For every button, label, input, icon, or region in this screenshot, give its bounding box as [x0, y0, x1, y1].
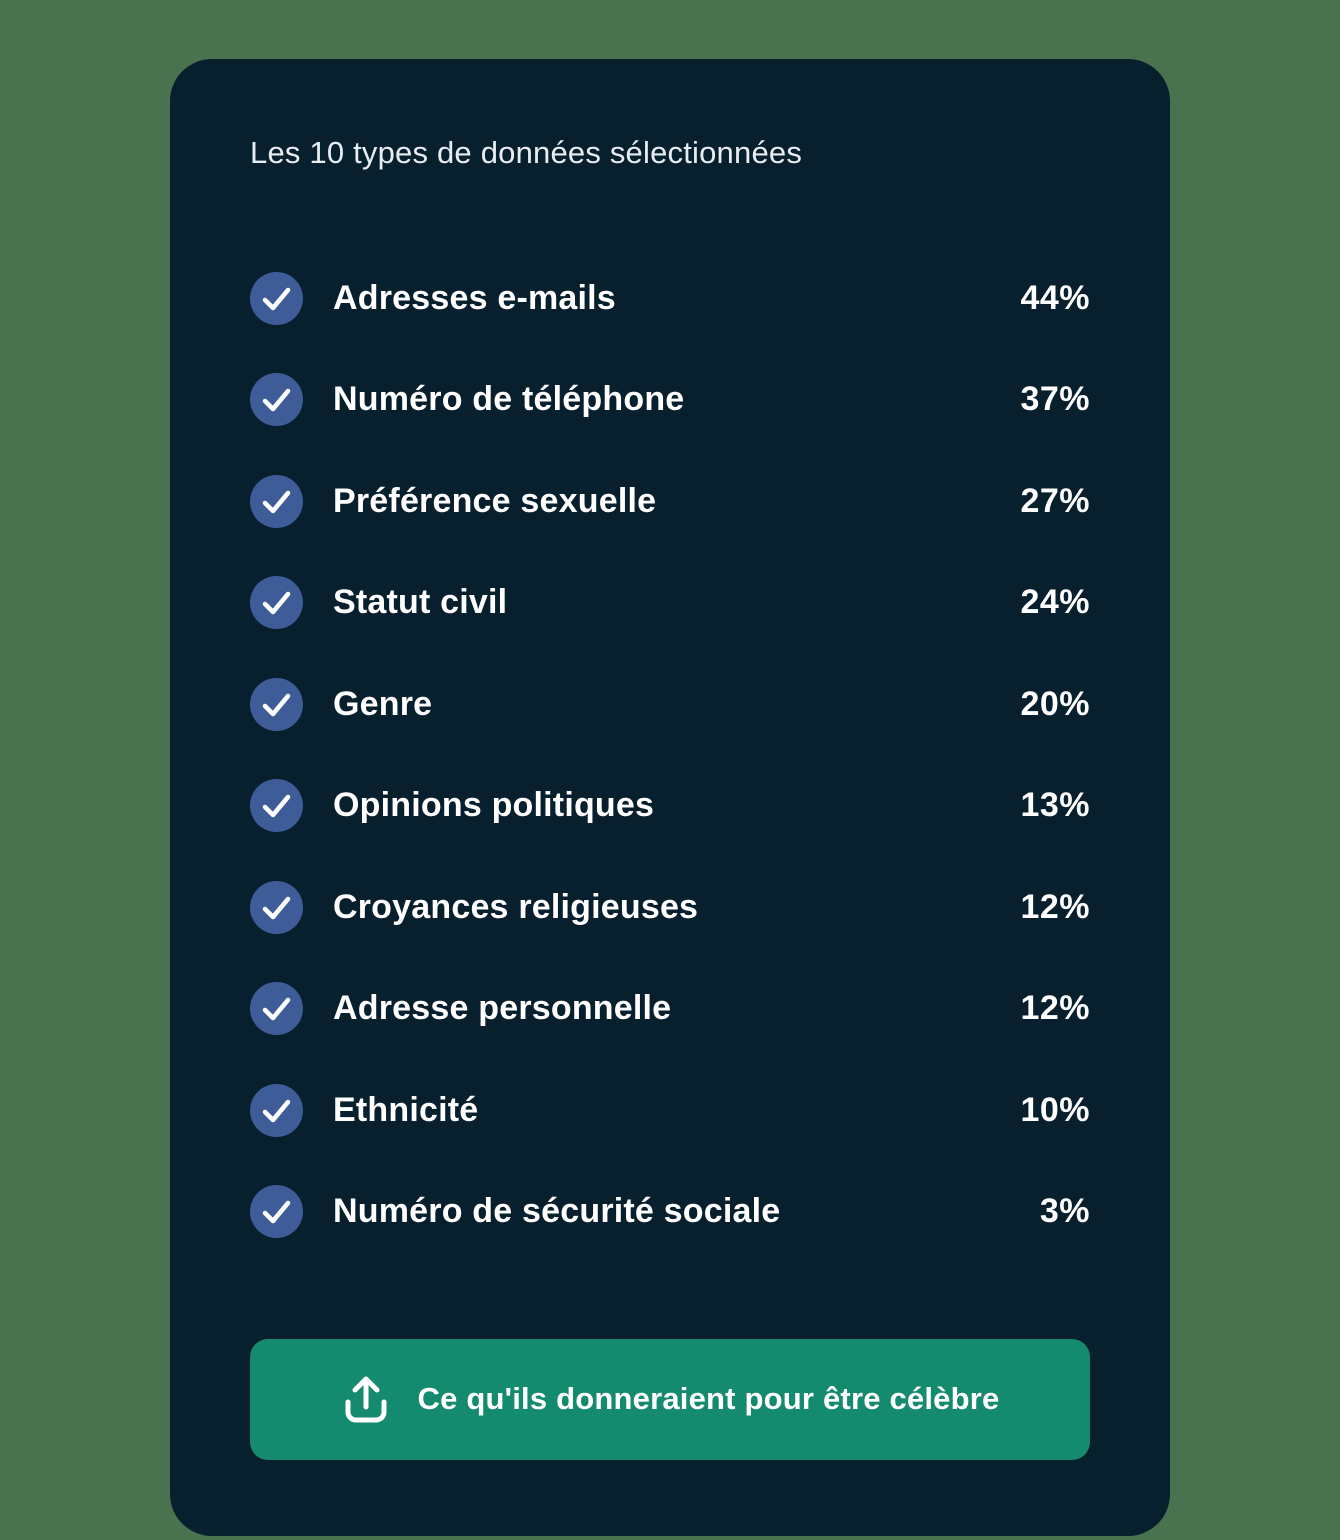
item-label: Adresse personnelle [333, 989, 672, 1027]
share-button-label: Ce qu'ils donneraient pour être célèbre [417, 1381, 1000, 1416]
checkbox-checked-icon[interactable] [250, 373, 303, 426]
item-label: Croyances religieuses [333, 887, 699, 926]
checkbox-checked-icon[interactable] [250, 474, 303, 528]
item-label: Préférence sexuelle [333, 481, 657, 520]
checkbox-checked-icon[interactable] [250, 576, 303, 629]
item-label: Genre [333, 684, 433, 723]
item-label: Opinions politiques [333, 786, 655, 824]
card-title: Les 10 types de données sélectionnées [250, 135, 803, 170]
list-item: Adresse personnelle 12% [250, 982, 1090, 1035]
list-item: Statut civil 24% [250, 576, 1090, 629]
item-value: 20% [1020, 684, 1090, 723]
item-value: 13% [1020, 786, 1090, 824]
list-item: Opinions politiques 13% [250, 779, 1090, 832]
list-item: Ethnicité 10% [250, 1083, 1090, 1137]
checkbox-checked-icon[interactable] [250, 982, 303, 1035]
checkbox-checked-icon[interactable] [250, 779, 303, 832]
item-label: Statut civil [333, 583, 508, 621]
share-button[interactable]: Ce qu'ils donneraient pour être célèbre [250, 1338, 1090, 1460]
upload-icon [341, 1373, 391, 1425]
checkbox-checked-icon[interactable] [250, 1185, 303, 1238]
list-item: Adresses e-mails 44% [250, 271, 1090, 325]
item-value: 37% [1020, 380, 1090, 418]
item-label: Numéro de sécurité sociale [333, 1192, 781, 1230]
data-types-card: Les 10 types de données sélectionnées Ad… [170, 59, 1170, 1536]
item-value: 12% [1020, 887, 1090, 926]
item-label: Ethnicité [333, 1090, 479, 1129]
checkbox-checked-icon[interactable] [250, 1083, 303, 1137]
item-label: Numéro de téléphone [333, 380, 685, 418]
checkbox-checked-icon[interactable] [250, 271, 303, 325]
item-value: 3% [1039, 1192, 1090, 1230]
item-value: 12% [1020, 989, 1090, 1027]
item-value: 27% [1020, 481, 1090, 520]
list-item: Numéro de sécurité sociale 3% [250, 1185, 1090, 1238]
list-item: Genre 20% [250, 677, 1090, 731]
list-item: Préférence sexuelle 27% [250, 474, 1090, 528]
item-value: 24% [1020, 583, 1090, 621]
item-label: Adresses e-mails [333, 278, 616, 317]
item-value: 44% [1020, 278, 1090, 317]
list-item: Croyances religieuses 12% [250, 880, 1090, 934]
checkbox-checked-icon[interactable] [250, 677, 303, 731]
checkbox-checked-icon[interactable] [250, 880, 303, 934]
list-item: Numéro de téléphone 37% [250, 373, 1090, 426]
item-value: 10% [1020, 1090, 1090, 1129]
data-types-list: Adresses e-mails 44% Numéro de téléphone… [250, 271, 1090, 1238]
